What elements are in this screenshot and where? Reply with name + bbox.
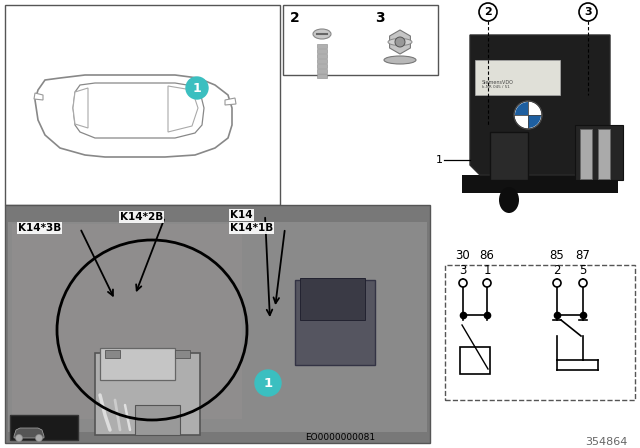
Circle shape bbox=[255, 370, 281, 396]
Text: 1: 1 bbox=[193, 82, 202, 95]
Bar bbox=[317, 59, 327, 63]
Bar bbox=[5, 5, 280, 205]
Bar bbox=[598, 129, 610, 179]
Text: 86: 86 bbox=[479, 249, 495, 262]
Ellipse shape bbox=[499, 187, 519, 213]
Polygon shape bbox=[390, 30, 410, 54]
Text: EO0000000081: EO0000000081 bbox=[305, 432, 375, 441]
Bar bbox=[317, 54, 327, 58]
Ellipse shape bbox=[313, 29, 331, 39]
Polygon shape bbox=[35, 75, 232, 157]
Circle shape bbox=[186, 77, 208, 99]
Polygon shape bbox=[73, 83, 204, 138]
Bar bbox=[175, 350, 190, 358]
Text: K14*1B: K14*1B bbox=[230, 223, 273, 233]
Bar bbox=[295, 280, 375, 365]
Text: 3: 3 bbox=[460, 263, 467, 276]
Polygon shape bbox=[34, 93, 43, 100]
Text: 2: 2 bbox=[553, 263, 561, 276]
Bar bbox=[317, 69, 327, 73]
Circle shape bbox=[35, 435, 42, 441]
Wedge shape bbox=[528, 115, 541, 128]
Bar bbox=[317, 44, 327, 48]
Text: SiemensVDO: SiemensVDO bbox=[482, 79, 514, 85]
Bar bbox=[300, 278, 365, 320]
Polygon shape bbox=[73, 88, 88, 128]
Bar bbox=[317, 49, 327, 53]
Circle shape bbox=[483, 279, 491, 287]
Circle shape bbox=[15, 435, 22, 441]
Bar bbox=[100, 348, 175, 380]
Bar bbox=[460, 347, 490, 374]
Bar bbox=[317, 64, 327, 68]
Text: K14*2B: K14*2B bbox=[120, 212, 163, 222]
Text: 2: 2 bbox=[484, 7, 492, 17]
Text: 1: 1 bbox=[264, 376, 273, 389]
Bar bbox=[135, 405, 180, 435]
Text: 85: 85 bbox=[550, 249, 564, 262]
Wedge shape bbox=[515, 102, 528, 115]
Circle shape bbox=[553, 279, 561, 287]
Text: 30: 30 bbox=[456, 249, 470, 262]
Text: 3: 3 bbox=[584, 7, 592, 17]
Bar bbox=[575, 125, 623, 180]
Circle shape bbox=[579, 3, 597, 21]
Bar bbox=[95, 353, 200, 435]
Bar bbox=[490, 132, 528, 180]
Bar bbox=[283, 5, 438, 75]
Text: K14*3B: K14*3B bbox=[18, 223, 61, 233]
Ellipse shape bbox=[384, 56, 416, 64]
Text: 87: 87 bbox=[575, 249, 591, 262]
Text: 3: 3 bbox=[375, 11, 385, 25]
Bar bbox=[8, 222, 427, 432]
Bar bbox=[445, 265, 635, 400]
Text: 2: 2 bbox=[290, 11, 300, 25]
Circle shape bbox=[459, 279, 467, 287]
Circle shape bbox=[479, 3, 497, 21]
Polygon shape bbox=[168, 86, 198, 132]
Bar bbox=[580, 129, 592, 179]
Text: 1: 1 bbox=[436, 155, 443, 165]
Bar bbox=[5, 205, 430, 443]
Text: 354864: 354864 bbox=[586, 437, 628, 447]
Polygon shape bbox=[14, 428, 44, 438]
Ellipse shape bbox=[388, 39, 412, 46]
Text: 5: 5 bbox=[579, 263, 587, 276]
Text: K14: K14 bbox=[230, 210, 253, 220]
Text: k-NR 045 / 51: k-NR 045 / 51 bbox=[482, 85, 509, 89]
Polygon shape bbox=[225, 98, 236, 105]
Bar bbox=[105, 350, 120, 358]
Bar bbox=[462, 175, 618, 193]
Bar bbox=[317, 74, 327, 78]
Bar bbox=[10, 415, 78, 440]
Bar bbox=[475, 60, 560, 95]
Circle shape bbox=[395, 37, 405, 47]
Polygon shape bbox=[470, 35, 610, 175]
Bar bbox=[12, 224, 242, 419]
Circle shape bbox=[579, 279, 587, 287]
Text: 1: 1 bbox=[483, 263, 491, 276]
Circle shape bbox=[514, 101, 542, 129]
